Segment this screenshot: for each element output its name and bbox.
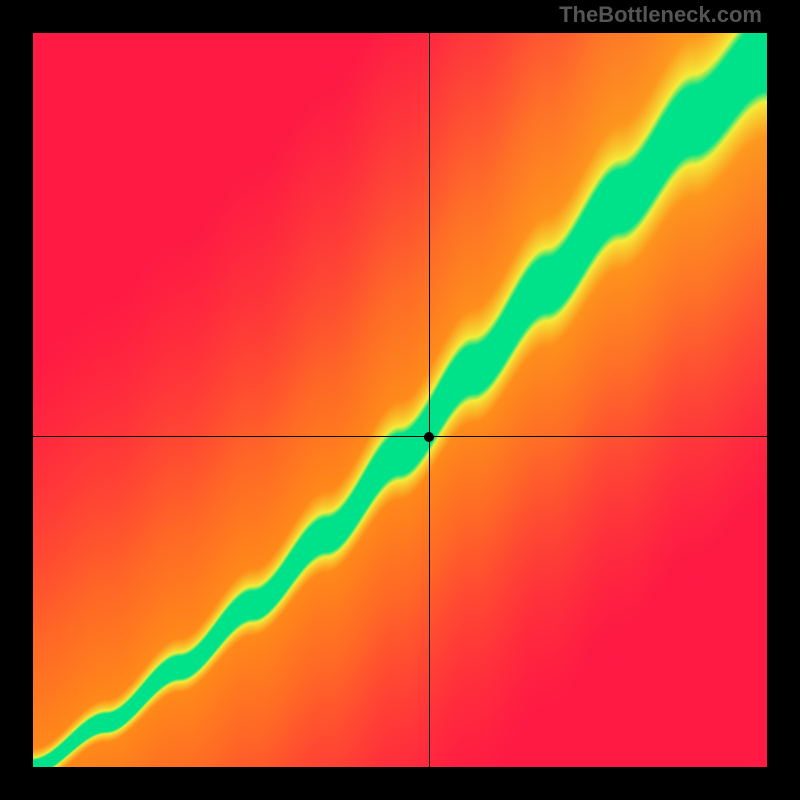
crosshair-horizontal: [33, 436, 767, 437]
plot-area: [33, 33, 767, 767]
chart-container: TheBottleneck.com: [0, 0, 800, 800]
heatmap-canvas: [33, 33, 767, 767]
crosshair-marker: [424, 432, 434, 442]
watermark-text: TheBottleneck.com: [559, 2, 762, 28]
crosshair-vertical: [429, 33, 430, 767]
